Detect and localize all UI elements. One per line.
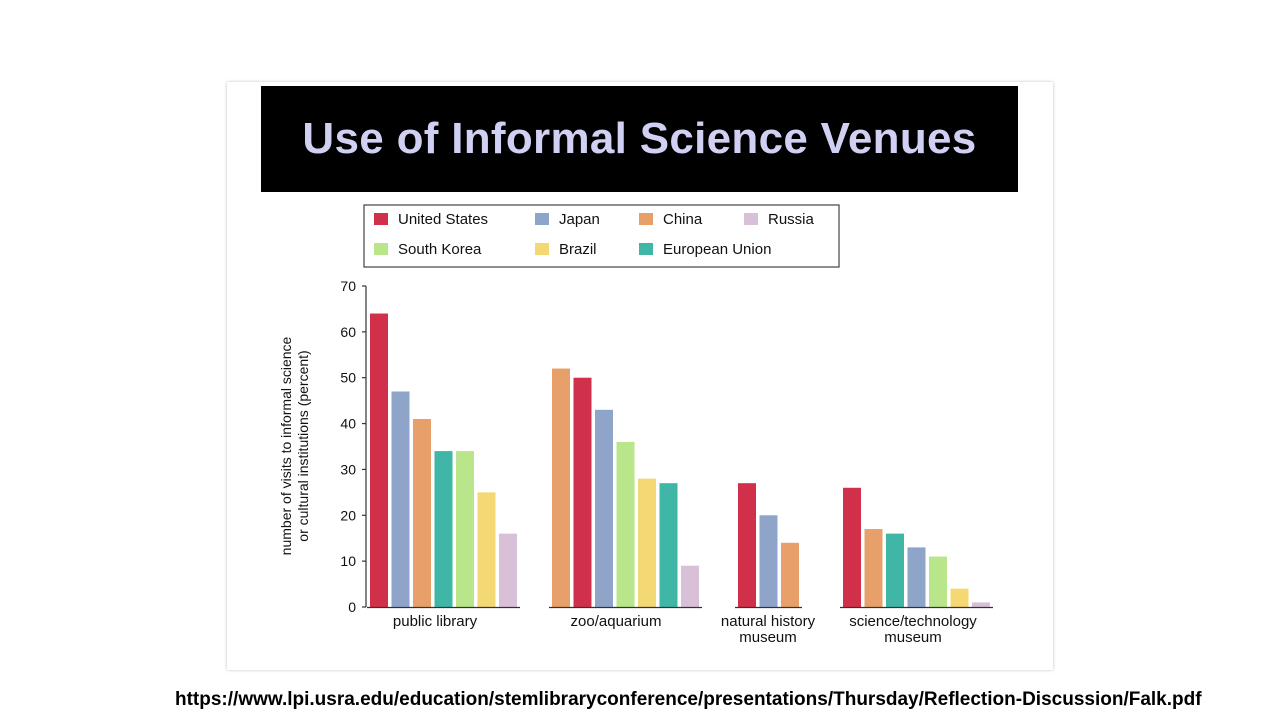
y-axis-title-line: or cultural institutions (percent) [295,350,311,541]
bar [616,441,635,607]
x-category-label: public library [393,613,478,630]
bar [972,602,990,607]
legend-swatch [639,213,653,225]
bar [434,451,453,607]
legend-label: Brazil [559,241,597,258]
slide-title: Use of Informal Science Venues [302,114,977,163]
y-tick-label: 30 [340,461,356,477]
legend-swatch [639,243,653,255]
bar [950,588,969,607]
x-axis: public library zoo/aquarium natural histor… [367,606,993,646]
legend-label: Japan [559,211,600,228]
y-tick-label: 10 [340,553,356,569]
y-tick-label: 70 [340,278,356,294]
x-category-label: museum [739,629,797,646]
bar [759,515,778,607]
legend-swatch [374,213,388,225]
legend-swatch [374,243,388,255]
bar [886,533,904,607]
bar [391,391,410,607]
legend-label: Russia [768,211,815,228]
bar [456,451,474,607]
source-url: https://www.lpi.usra.edu/education/steml… [175,689,1202,710]
legend-swatch [535,243,549,255]
bar [843,487,861,607]
bar [413,418,431,607]
y-tick-label: 50 [340,370,356,386]
bar [781,542,799,607]
bar [499,533,517,607]
x-category-label: natural history [721,613,816,630]
bar-group [738,483,799,607]
bar [638,478,656,607]
y-axis: 0 10 20 30 40 50 60 70 [340,278,367,615]
bar [929,556,947,607]
bar [681,565,699,607]
bars [370,313,990,607]
bar [864,529,883,607]
y-axis-label: number of visits to informal science or c… [278,336,311,555]
legend-label: China [663,211,703,228]
x-category-label: science/technology [849,613,977,630]
y-tick-label: 0 [348,599,356,615]
legend-box [363,204,840,268]
legend-swatch [535,213,549,225]
bar [595,409,613,607]
bar [659,483,678,607]
legend-label: South Korea [398,241,482,258]
y-tick-label: 20 [340,507,356,523]
bar [552,368,570,607]
bar-group [370,313,517,607]
bar-group [843,487,990,607]
y-axis-title-line: number of visits to informal science [278,336,294,555]
y-tick-label: 60 [340,324,356,340]
chart-legend: United States Japan China Russia South Korea… [363,204,840,268]
x-category-label: zoo/aquarium [571,613,662,630]
legend-label: United States [398,211,488,228]
y-axis-title: number of visits to informal science or c… [278,336,311,555]
bar [907,547,926,607]
legend-label: European Union [663,241,771,258]
bar [573,377,592,607]
legend-swatch [744,213,758,225]
y-tick-label: 40 [340,416,356,432]
title-bar: Use of Informal Science Venues [261,86,1018,192]
bar [477,492,496,607]
x-category-label: museum [884,629,942,646]
bar [370,313,388,607]
bar-group [552,368,699,607]
bar [738,483,756,607]
